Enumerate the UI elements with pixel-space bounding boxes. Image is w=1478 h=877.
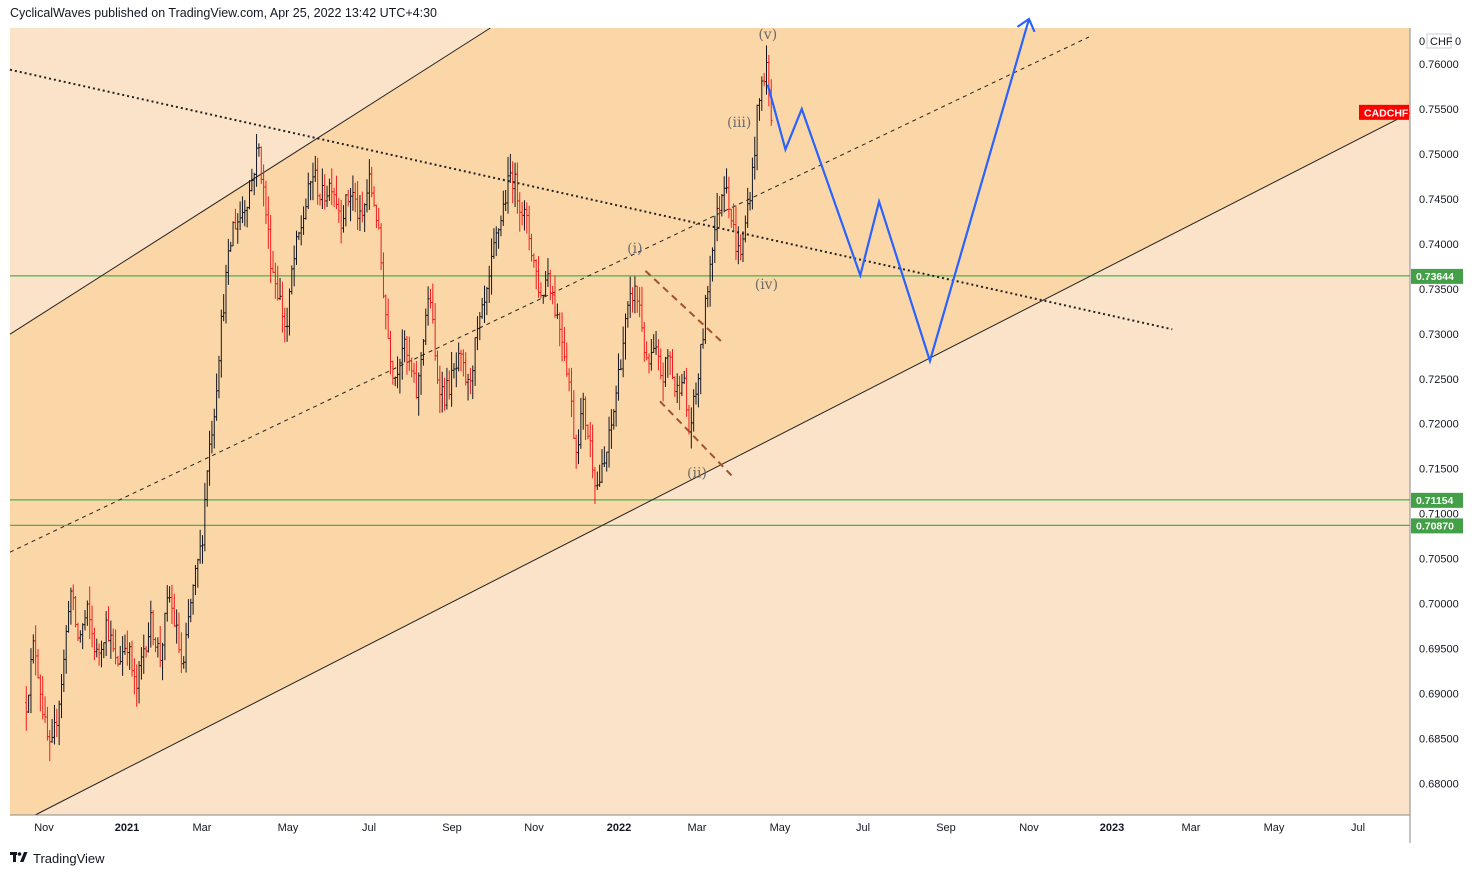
- wave-label: (i): [627, 241, 642, 257]
- time-axis[interactable]: Nov 2021 Mar May Jul Sep Nov 2022 Mar May Jul Sep No…: [34, 822, 1365, 834]
- channel-lower-line: [34, 112, 1411, 816]
- level-tag-box: [1411, 268, 1463, 284]
- time-tick-label: May: [278, 822, 299, 834]
- wave-label: (iii): [727, 115, 751, 131]
- price-tick-label: 0.74000: [1419, 239, 1459, 251]
- price-tick-label: 0.68500: [1419, 734, 1459, 746]
- level-tag-box: [1411, 518, 1463, 534]
- level-price-tag: 0.71154: [1411, 492, 1463, 508]
- time-tick-label: Sep: [936, 822, 956, 834]
- symbol-tag: CADCHF: [1359, 104, 1409, 120]
- price-tick-label: 0.69500: [1419, 644, 1459, 656]
- level-price-tag: 0.70870: [1411, 518, 1463, 534]
- wave-label: (v): [758, 27, 777, 43]
- projection-arrowhead-icon: [1016, 17, 1036, 33]
- price-tick-label: 0.72500: [1419, 374, 1459, 386]
- time-tick-label: May: [770, 822, 791, 834]
- time-tick-label: Jul: [1351, 822, 1365, 834]
- time-tick-label: Jul: [362, 822, 376, 834]
- level-tag-text: 0.70870: [1416, 520, 1454, 532]
- footer: TradingView: [10, 851, 105, 866]
- symbol-tag-text: CADCHF: [1364, 107, 1409, 119]
- tradingview-logo-glyph: [10, 852, 28, 862]
- time-tick-label: Mar: [193, 822, 212, 834]
- price-tick-label: 0.68000: [1419, 779, 1459, 791]
- tradingview-logo-icon[interactable]: [10, 851, 28, 866]
- time-tick-label: May: [1264, 822, 1285, 834]
- time-tick-label: Jul: [856, 822, 870, 834]
- time-tick-label: Nov: [34, 822, 54, 834]
- channel-upper-line: [9, 27, 491, 335]
- time-tick-label: Nov: [524, 822, 544, 834]
- price-axis[interactable]: 0.76000 0.75500 0.75000 0.74500 0.74000 0.735…: [1419, 33, 1461, 791]
- wave-labels: (v) (iii) (iv) (i) (ii): [627, 27, 778, 482]
- wave-label: (iv): [755, 277, 778, 293]
- price-tick-label: 0.72000: [1419, 419, 1459, 431]
- price-tags: 0.73644 0.71154 0.70870 CADCHF: [1359, 104, 1463, 534]
- price-tick-label: 0.69000: [1419, 689, 1459, 701]
- wave-projection: [766, 17, 1036, 365]
- projection-path: [766, 18, 1031, 365]
- level-tag-text: 0.73644: [1416, 271, 1454, 283]
- descending-trend-line: [9, 68, 1173, 331]
- footer-brand[interactable]: TradingView: [33, 851, 105, 866]
- time-tick-label: 2022: [607, 822, 631, 834]
- price-tick-label: 0: [1455, 36, 1461, 48]
- price-tick-label: 0.73000: [1419, 329, 1459, 341]
- price-tick-label: 0.75500: [1419, 104, 1459, 116]
- trend-lines: [9, 27, 1411, 816]
- publish-info: CyclicalWaves published on TradingView.c…: [10, 6, 437, 20]
- time-tick-label: 2021: [115, 822, 139, 834]
- time-tick-label: Mar: [1182, 822, 1201, 834]
- currency-badge-box: [1426, 33, 1452, 49]
- price-tick-label: 0.71000: [1419, 509, 1459, 521]
- price-tick-label: 0.71500: [1419, 464, 1459, 476]
- price-tick-label: 0.74500: [1419, 194, 1459, 206]
- symbol-tag-box: [1359, 104, 1409, 120]
- time-tick-label: 2023: [1100, 822, 1124, 834]
- price-tick-label: 0.75000: [1419, 149, 1459, 161]
- price-bars: [24, 45, 773, 762]
- level-price-tag: 0.73644: [1411, 268, 1463, 284]
- price-tick-label: 0.70000: [1419, 599, 1459, 611]
- price-tick-label: 0.70500: [1419, 554, 1459, 566]
- currency-label: CHF: [1430, 36, 1453, 48]
- currency-badge: CHF: [1426, 33, 1453, 49]
- price-tick-label: 0: [1419, 36, 1425, 48]
- wedge-lower-line: [659, 400, 735, 479]
- price-tick-label: 0.73500: [1419, 284, 1459, 296]
- price-tick-label: 0.76000: [1419, 59, 1459, 71]
- time-tick-label: Mar: [688, 822, 707, 834]
- level-tag-text: 0.71154: [1416, 495, 1454, 507]
- time-tick-label: Sep: [442, 822, 462, 834]
- wave-label: (ii): [687, 466, 707, 482]
- wedge-upper-line: [644, 270, 724, 344]
- time-tick-label: Nov: [1019, 822, 1039, 834]
- level-tag-box: [1411, 492, 1463, 508]
